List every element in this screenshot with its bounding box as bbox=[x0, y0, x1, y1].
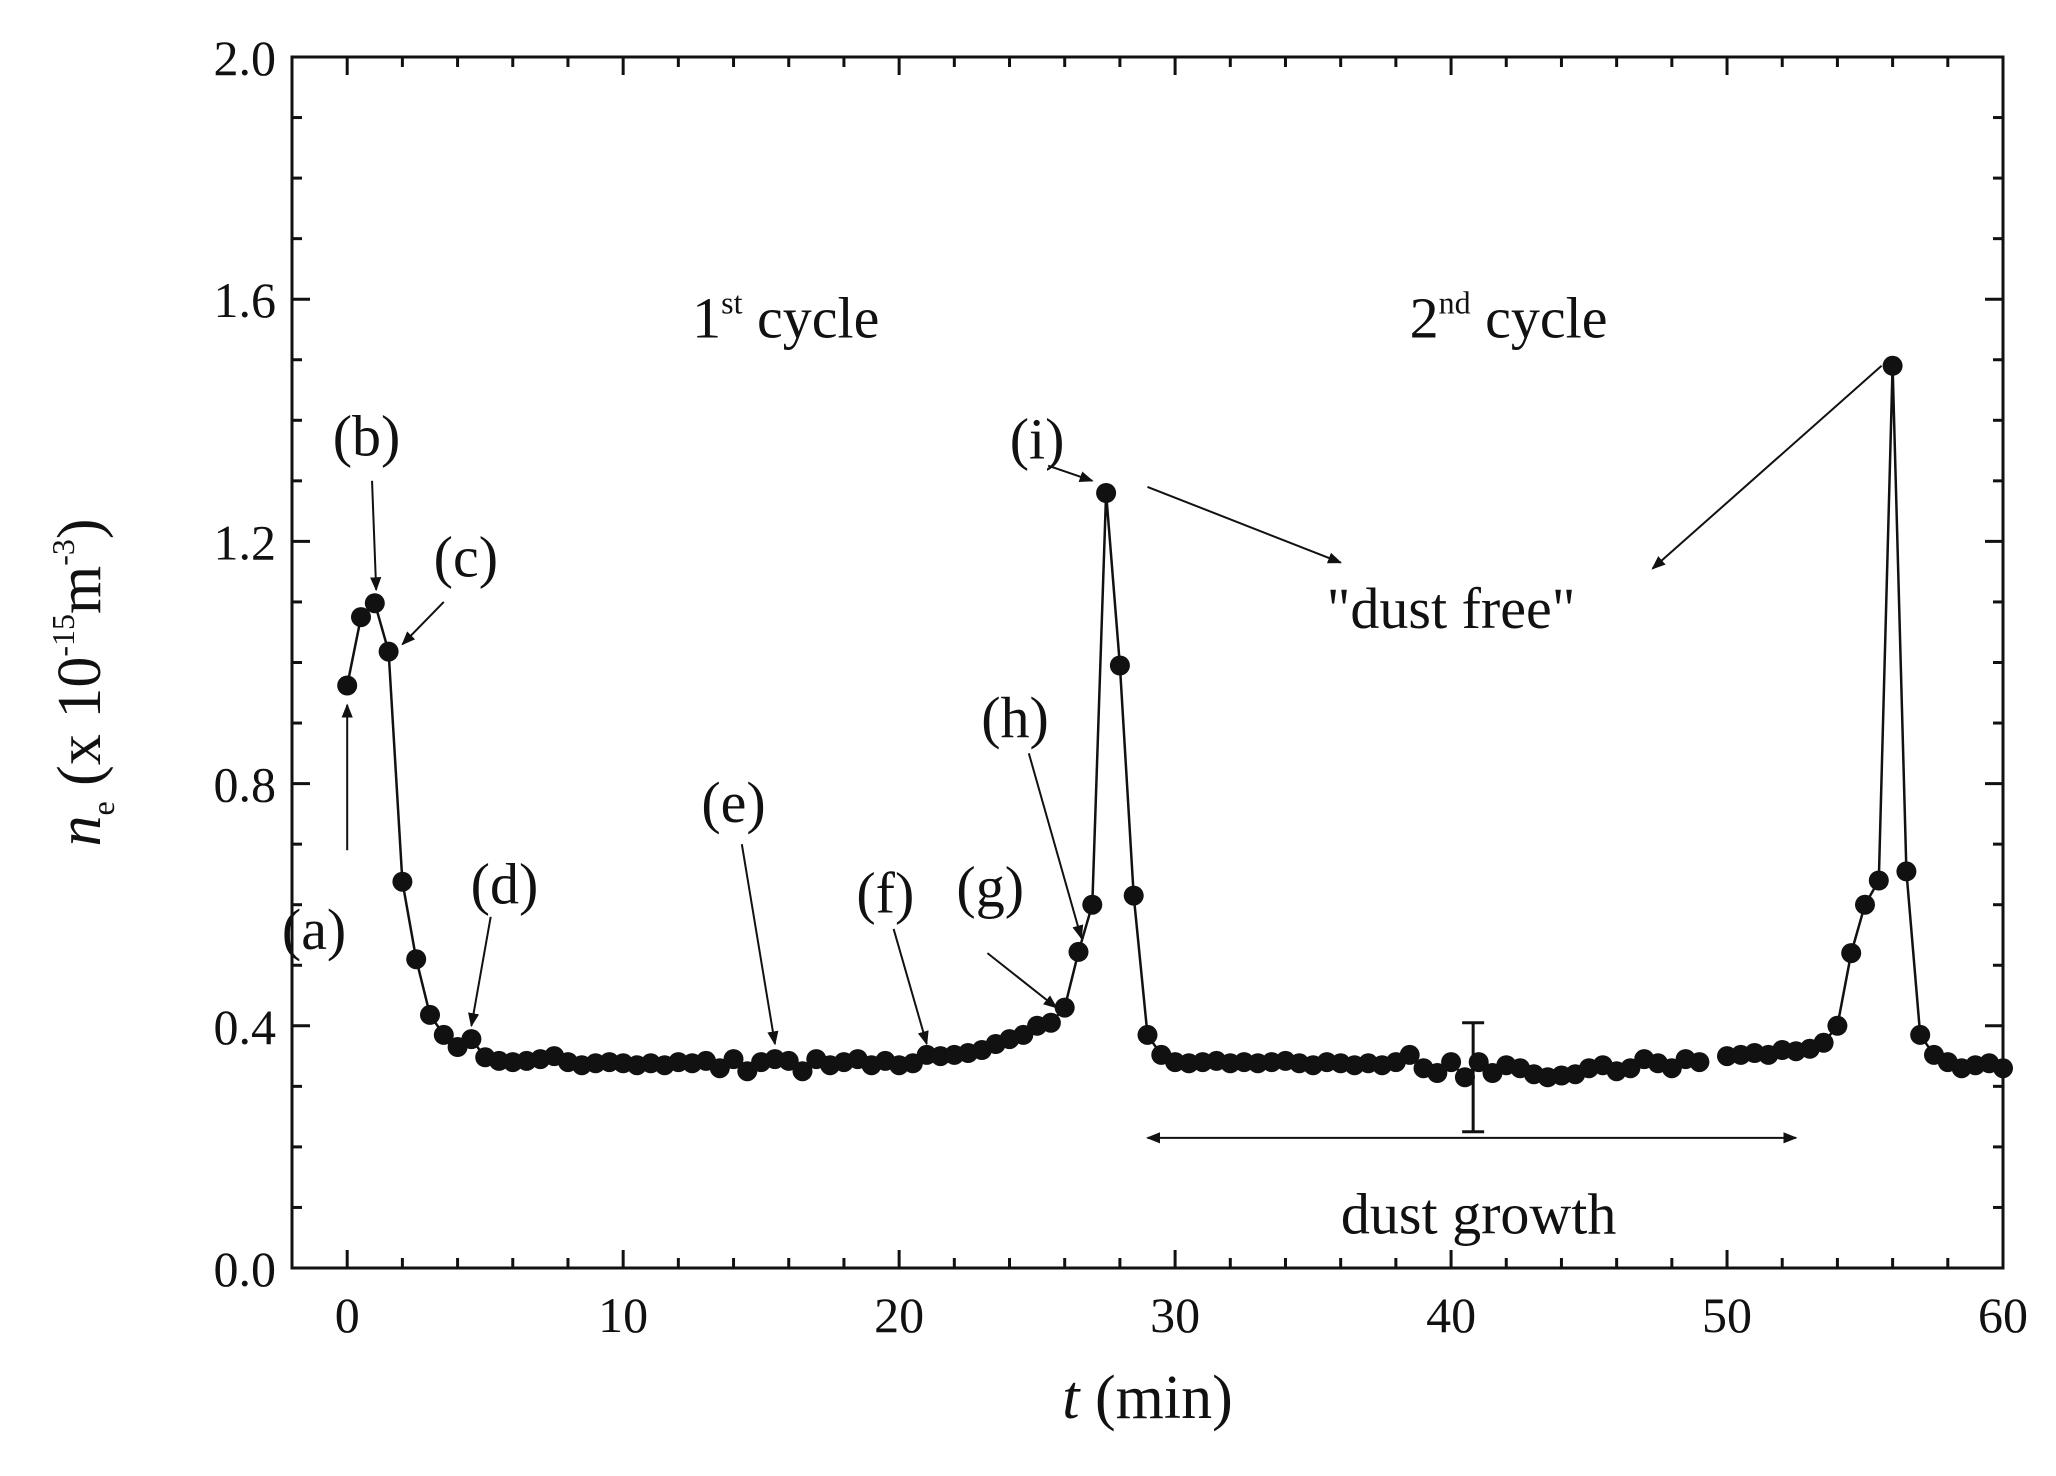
data-point bbox=[420, 1004, 440, 1025]
point-label: (h) bbox=[981, 685, 1049, 750]
plot-frame bbox=[290, 55, 2005, 1270]
point-label-pointer bbox=[986, 952, 1058, 1009]
y-axis-title: ne (x 10-15m-3) bbox=[45, 518, 121, 846]
data-point bbox=[1096, 483, 1117, 503]
dust-free-pointer bbox=[1651, 365, 1883, 570]
data-point bbox=[337, 675, 358, 696]
x-tick-label: 40 bbox=[1426, 1287, 1476, 1343]
data-point bbox=[1082, 894, 1103, 915]
data-point bbox=[1841, 943, 1862, 964]
data-point bbox=[792, 1061, 813, 1082]
point-label: (f) bbox=[856, 861, 914, 926]
y-tick-label: 2.0 bbox=[214, 30, 277, 86]
point-label-pointer bbox=[1027, 753, 1084, 940]
data-point bbox=[1813, 1032, 1834, 1053]
y-tick-label: 0.8 bbox=[214, 757, 277, 813]
point-label-pointer bbox=[892, 928, 929, 1046]
data-point bbox=[1137, 1024, 1158, 1045]
data-point bbox=[1910, 1024, 1931, 1045]
ticks: 0 10 20 30 40 50 60 0.0 0.4 0.8 1.2 1.6 2.0 bbox=[214, 30, 2029, 1343]
point-label: (b) bbox=[333, 403, 401, 468]
dust-free-pointer bbox=[1147, 485, 1342, 564]
data-point bbox=[364, 593, 385, 614]
data-point bbox=[1427, 1063, 1448, 1083]
point-label: (g) bbox=[956, 855, 1024, 920]
data-point bbox=[1827, 1015, 1848, 1036]
point-label: (e) bbox=[701, 770, 765, 835]
data-point bbox=[1441, 1052, 1462, 1073]
x-axis-title: t (min) bbox=[1062, 1364, 1232, 1432]
data-point bbox=[461, 1029, 482, 1050]
data-point bbox=[1068, 941, 1089, 962]
point-label-pointer bbox=[740, 843, 779, 1046]
data-point bbox=[1040, 1012, 1061, 1033]
data-point bbox=[1882, 355, 1903, 376]
point-label: (i) bbox=[1010, 406, 1065, 471]
data-point bbox=[1689, 1052, 1710, 1073]
x-tick-label: 50 bbox=[1702, 1287, 1752, 1343]
data-point bbox=[1054, 997, 1075, 1018]
x-tick-label: 30 bbox=[1150, 1287, 1200, 1343]
x-tick-label: 60 bbox=[1978, 1287, 2028, 1343]
data-series bbox=[337, 355, 2013, 1134]
data-point bbox=[778, 1050, 799, 1071]
data-point bbox=[433, 1024, 454, 1045]
point-label-pointer bbox=[401, 601, 445, 646]
y-tick-label: 0.0 bbox=[214, 1241, 277, 1297]
data-point bbox=[1896, 861, 1917, 882]
cycle1-label: 1st cycle bbox=[692, 284, 879, 350]
y-tick-label: 0.4 bbox=[214, 999, 277, 1055]
cycle2-label: 2nd cycle bbox=[1410, 284, 1608, 350]
point-label: (c) bbox=[434, 525, 498, 590]
data-point bbox=[351, 607, 371, 628]
point-label-pointer bbox=[370, 480, 382, 592]
data-point bbox=[1855, 894, 1875, 915]
data-point bbox=[723, 1049, 744, 1070]
y-tick-label: 1.6 bbox=[214, 272, 277, 328]
data-point bbox=[1868, 870, 1889, 891]
data-point bbox=[1399, 1044, 1420, 1065]
data-point bbox=[406, 949, 427, 970]
data-point bbox=[378, 641, 399, 662]
point-label: (d) bbox=[471, 852, 539, 917]
dust-free-label: "dust free" bbox=[1327, 576, 1576, 641]
x-tick-label: 10 bbox=[598, 1287, 648, 1343]
point-label-pointer bbox=[1047, 464, 1094, 483]
x-tick-label: 20 bbox=[874, 1287, 924, 1343]
point-label-pointer bbox=[468, 916, 492, 1028]
data-point bbox=[1123, 885, 1144, 906]
dust-growth-label: dust growth bbox=[1341, 1182, 1617, 1247]
data-point bbox=[1109, 655, 1130, 676]
data-point bbox=[392, 871, 413, 892]
x-tick-label: 0 bbox=[335, 1287, 360, 1343]
y-tick-label: 1.2 bbox=[214, 514, 277, 570]
data-point bbox=[1454, 1067, 1475, 1088]
